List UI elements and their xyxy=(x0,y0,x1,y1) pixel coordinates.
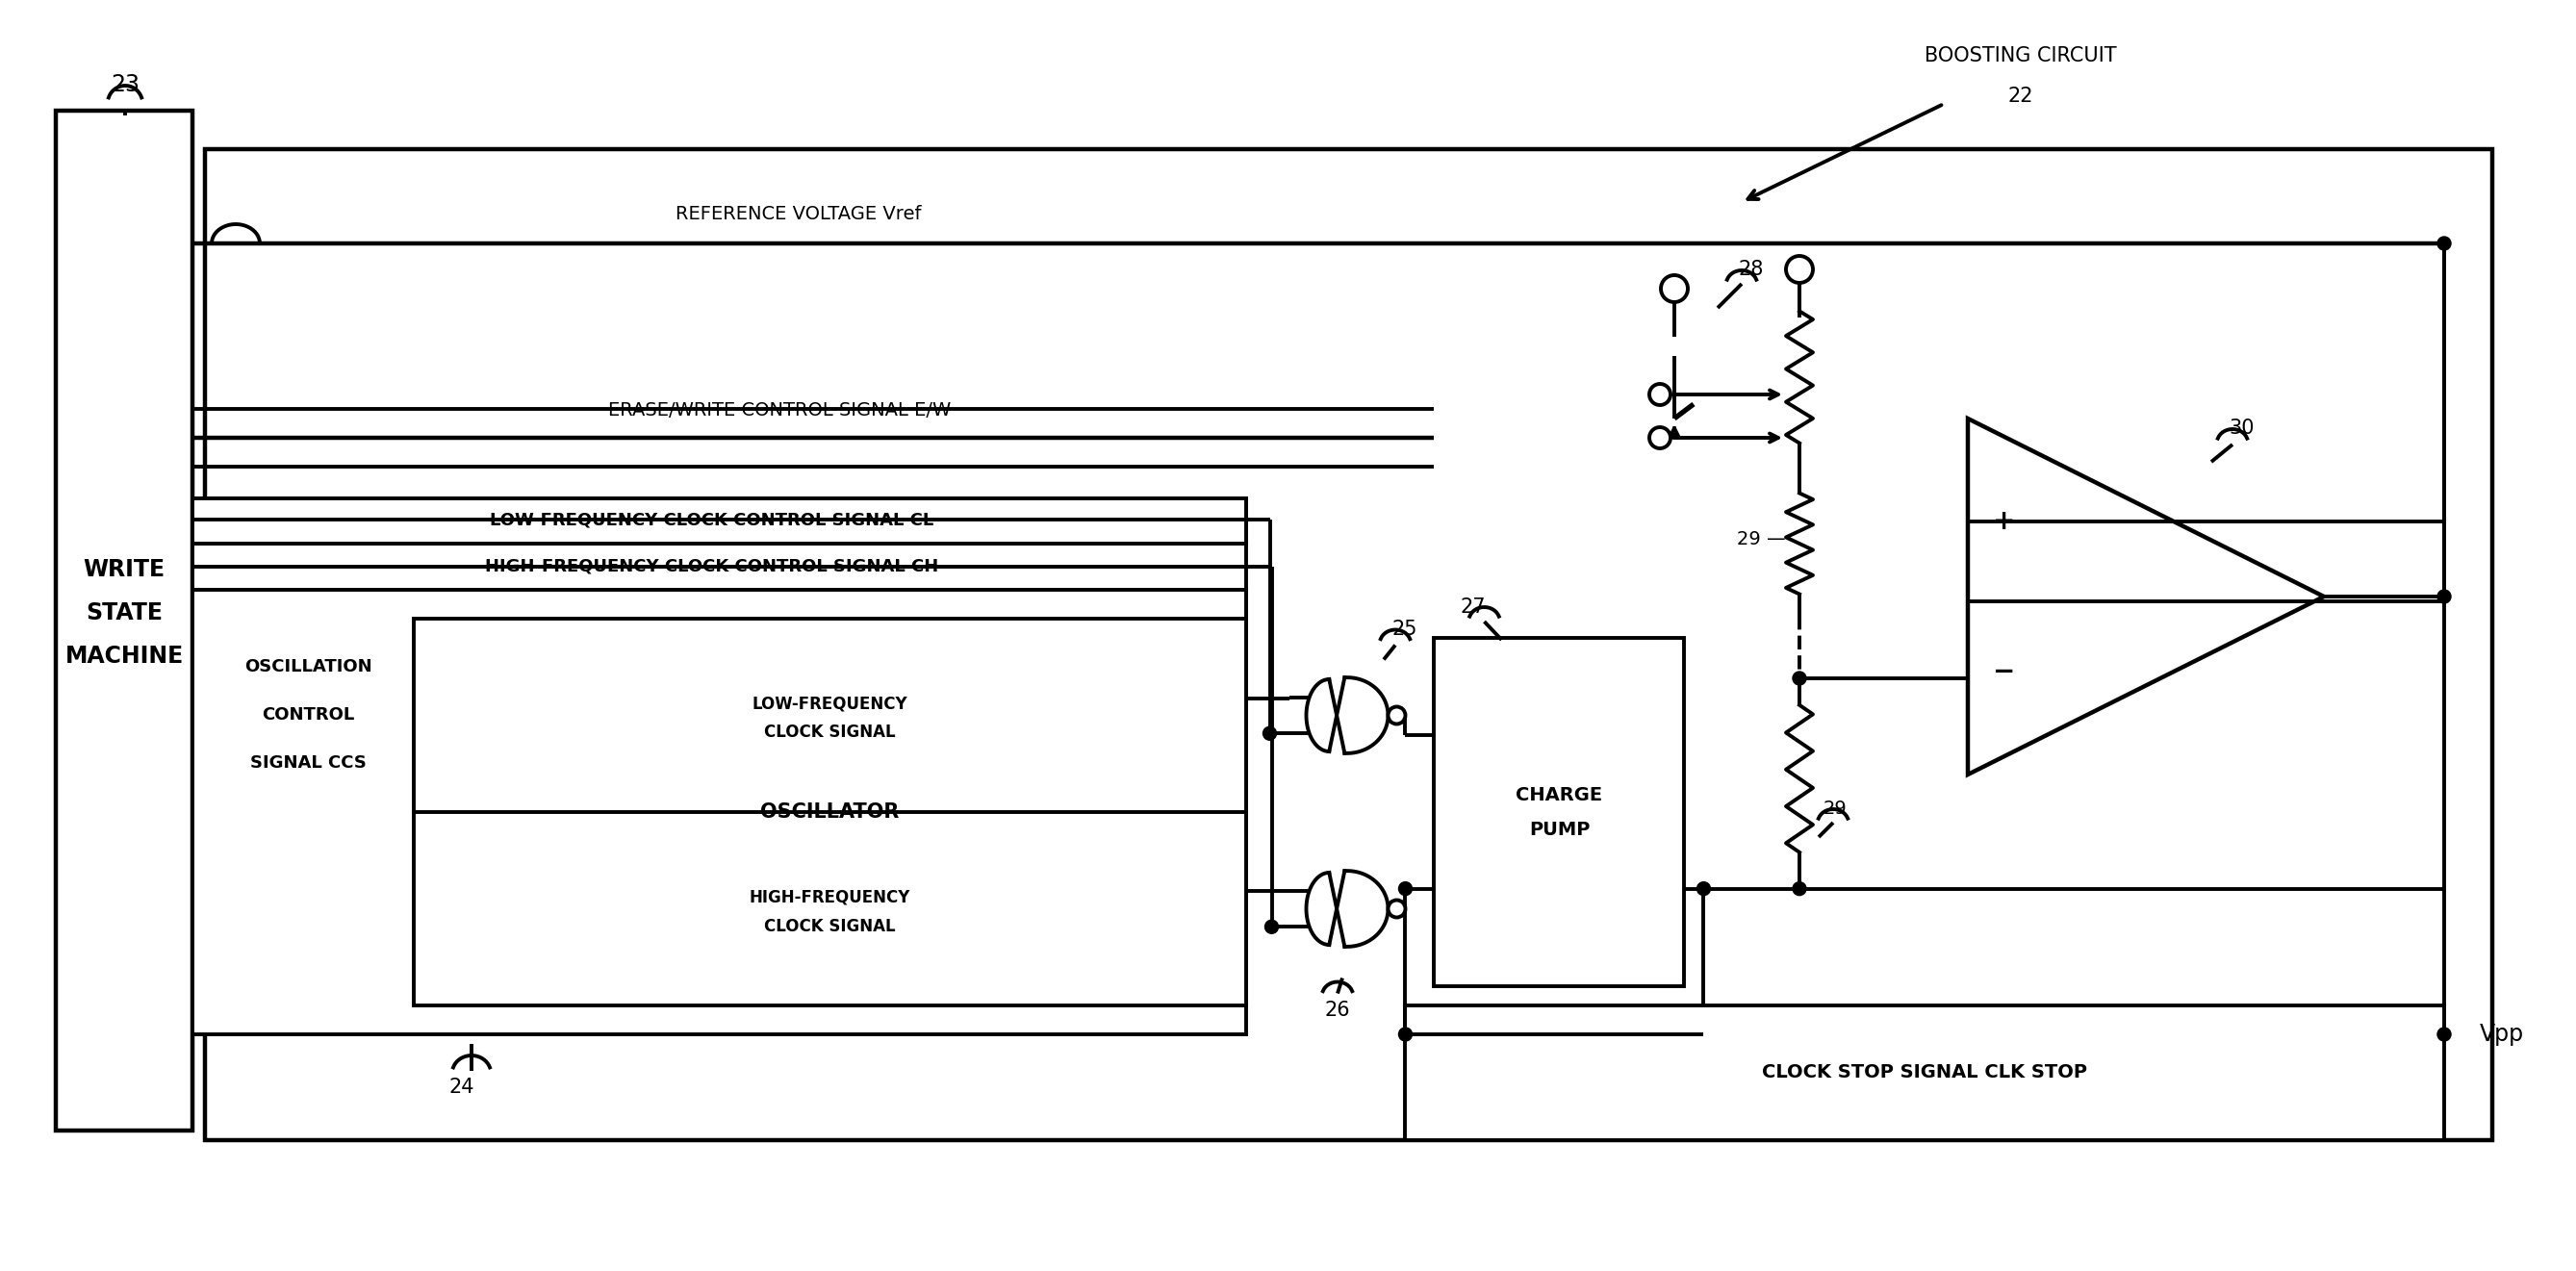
Text: LOW-FREQUENCY CLOCK CONTROL SIGNAL CL: LOW-FREQUENCY CLOCK CONTROL SIGNAL CL xyxy=(489,511,935,529)
Circle shape xyxy=(1265,920,1278,933)
Circle shape xyxy=(1785,255,1814,283)
Text: −: − xyxy=(1994,658,2014,685)
Circle shape xyxy=(1698,882,1710,895)
Text: 23: 23 xyxy=(111,74,139,97)
Bar xyxy=(1435,638,1685,986)
Bar xyxy=(1406,1005,2445,1140)
Circle shape xyxy=(2437,236,2450,250)
Text: 29: 29 xyxy=(1824,799,1847,817)
Bar xyxy=(193,498,1247,972)
Text: PUMP: PUMP xyxy=(1528,820,1589,839)
Circle shape xyxy=(1662,276,1687,302)
Text: CONTROL: CONTROL xyxy=(263,707,355,723)
Bar xyxy=(57,111,193,1130)
Text: WRITE: WRITE xyxy=(82,558,165,581)
Circle shape xyxy=(1399,882,1412,895)
Text: 24: 24 xyxy=(448,1078,474,1097)
Text: CLOCK SIGNAL: CLOCK SIGNAL xyxy=(765,724,896,741)
Text: 29 —: 29 — xyxy=(1736,530,1785,548)
Text: LOW-FREQUENCY: LOW-FREQUENCY xyxy=(752,695,907,713)
Polygon shape xyxy=(1968,418,2324,774)
Bar xyxy=(206,149,2494,1140)
Text: CHARGE: CHARGE xyxy=(1517,785,1602,803)
Circle shape xyxy=(1399,1027,1412,1041)
Circle shape xyxy=(1793,671,1806,685)
Text: OSCILLATION: OSCILLATION xyxy=(245,658,371,675)
Text: 25: 25 xyxy=(1391,619,1417,638)
Text: CLOCK STOP SIGNAL CLK STOP: CLOCK STOP SIGNAL CLK STOP xyxy=(1762,1064,2087,1082)
Text: BOOSTING CIRCUIT: BOOSTING CIRCUIT xyxy=(1924,46,2117,65)
Circle shape xyxy=(1388,707,1406,724)
Text: 30: 30 xyxy=(2228,418,2254,437)
Text: OSCILLATOR: OSCILLATOR xyxy=(760,802,899,821)
Text: ERASE/WRITE CONTROL SIGNAL E/W: ERASE/WRITE CONTROL SIGNAL E/W xyxy=(608,402,951,419)
Bar xyxy=(193,498,1247,544)
Circle shape xyxy=(2437,1027,2450,1041)
Text: 26: 26 xyxy=(1324,1000,1350,1019)
Text: SIGNAL CCS: SIGNAL CCS xyxy=(250,754,366,771)
Text: Vpp: Vpp xyxy=(2481,1023,2524,1046)
Text: REFERENCE VOLTAGE Vref: REFERENCE VOLTAGE Vref xyxy=(675,206,922,224)
Text: HIGH-FREQUENCY CLOCK CONTROL SIGNAL CH: HIGH-FREQUENCY CLOCK CONTROL SIGNAL CH xyxy=(484,558,938,576)
Circle shape xyxy=(1262,727,1278,740)
Text: HIGH-FREQUENCY: HIGH-FREQUENCY xyxy=(750,888,909,906)
Text: CLOCK SIGNAL: CLOCK SIGNAL xyxy=(765,918,896,934)
Text: MACHINE: MACHINE xyxy=(64,644,183,667)
Text: 22: 22 xyxy=(2009,86,2032,105)
Text: 27: 27 xyxy=(1461,597,1486,616)
Bar xyxy=(193,590,1247,1035)
Circle shape xyxy=(2437,590,2450,604)
Circle shape xyxy=(1649,384,1669,405)
Bar xyxy=(415,619,1247,1005)
Circle shape xyxy=(1793,882,1806,895)
Circle shape xyxy=(1649,427,1669,449)
Text: STATE: STATE xyxy=(85,601,162,624)
Text: 28: 28 xyxy=(1739,259,1765,280)
Text: +: + xyxy=(1994,508,2014,535)
Circle shape xyxy=(1388,900,1406,918)
